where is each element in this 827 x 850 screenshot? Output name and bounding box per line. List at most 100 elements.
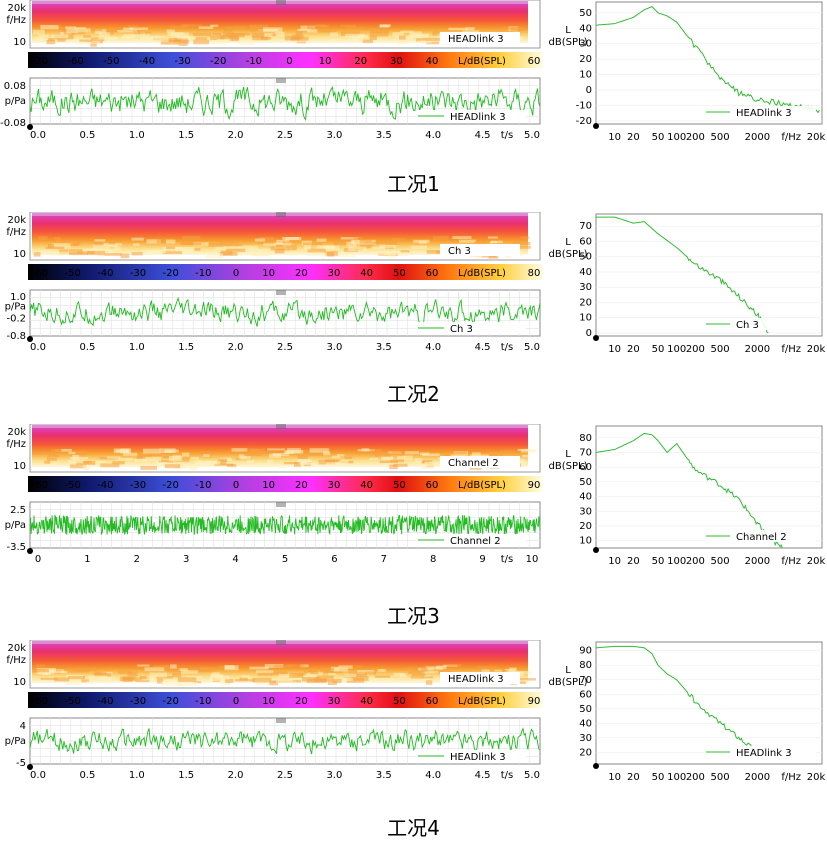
waveform-legend-box — [416, 110, 526, 122]
spectrum-xmax: 20k — [807, 556, 826, 567]
colorbar-max: 90 — [528, 696, 541, 707]
colorbar-tick: -10 — [195, 268, 211, 279]
spectrum-series — [595, 432, 783, 549]
colorbar — [28, 52, 542, 68]
spectrum-frame — [595, 641, 823, 765]
panel-4: 20k f/Hz 10 HEADlink 3 -60 -50 -40 -30 -20 -10 0 10… — [0, 639, 827, 800]
colorbar-tick: -50 — [103, 56, 119, 67]
colorbar-tick: -20 — [210, 56, 226, 67]
waveform-ylabel: p/Pa — [5, 520, 26, 531]
spectrum-ytick: 10 — [579, 313, 592, 324]
spectrum-xmax: 20k — [807, 132, 826, 143]
spectrum-xtick: 500 — [711, 556, 730, 567]
colorbar-tick: -70 — [32, 56, 48, 67]
spectrum-xtick: 2000 — [745, 132, 770, 143]
colorbar-tick: -30 — [130, 268, 146, 279]
waveform-xtick: 6 — [331, 554, 337, 565]
waveform-xtick: 1 — [84, 554, 90, 565]
spectrum-xtick: 20 — [627, 772, 640, 783]
spectrum-ytick: 40 — [579, 23, 592, 34]
waveform-ylabel: p/Pa — [5, 96, 26, 107]
colorbar-tick: 10 — [319, 56, 332, 67]
spectrogram-legend-box — [440, 32, 520, 44]
spectrogram-legend: Ch 3 — [448, 246, 471, 257]
spectrum-xlabel: f/Hz — [781, 132, 801, 143]
spectrogram-legend-box — [440, 672, 520, 684]
waveform-ytick: 4 — [20, 721, 26, 732]
waveform-ylabel: p/Pa — [5, 736, 26, 747]
waveform-xtick: 0 — [35, 554, 41, 565]
spectrum-legend: HEADlink 3 — [736, 108, 792, 119]
spectrum-xtick: 100 — [667, 772, 686, 783]
spectrogram-ytick: 10 — [13, 461, 26, 472]
waveform-xtick: 3 — [183, 554, 189, 565]
spectrum-ytick: 40 — [579, 492, 592, 503]
colorbar-tick: -40 — [139, 56, 155, 67]
waveform-ytick: -0.2 — [6, 314, 26, 325]
spectrum-series — [596, 216, 769, 334]
spectrogram-ytick: 20k — [7, 427, 26, 438]
spectrogram-ytick: 20k — [7, 3, 26, 14]
colorbar-tick: 30 — [390, 56, 403, 67]
spectrogram-ylabel: f/Hz — [6, 655, 26, 666]
colorbar-tick: -60 — [32, 696, 48, 707]
colorbar-tick: 20 — [295, 268, 308, 279]
colorbar-tick: -50 — [64, 268, 80, 279]
spectrum-xtick: 10 — [608, 132, 621, 143]
spectrum-xtick: 50 — [652, 132, 665, 143]
spectrum-legend: HEADlink 3 — [736, 748, 792, 759]
waveform-xtick: 3.0 — [326, 770, 342, 781]
colorbar-tick: -30 — [130, 480, 146, 491]
spectrogram-legend-box — [440, 456, 520, 468]
spectrogram-ytick: 10 — [13, 249, 26, 260]
colorbar-tick: -10 — [195, 480, 211, 491]
spectrum-series — [595, 645, 758, 753]
spectrum-xtick: 2000 — [745, 344, 770, 355]
colorbar-tick: -60 — [32, 268, 48, 279]
colorbar-label: L/dB(SPL) — [458, 268, 506, 279]
spectrum-ytick: 20 — [579, 521, 592, 532]
spectrum-xtick: 200 — [686, 132, 705, 143]
colorbar-tick: -20 — [162, 268, 178, 279]
spectrum-ytick: 70 — [579, 675, 592, 686]
spectrum-legend-box — [704, 530, 816, 542]
spectrum-xtick: 10 — [608, 556, 621, 567]
waveform-xmax: 10 — [526, 554, 539, 565]
spectrum-ytick: 10 — [579, 536, 592, 547]
panel-1: 20k f/Hz 10 HEADlink 3 -70 -60 -50 -40 -30 -20 -10… — [0, 0, 827, 160]
spectrum-ytick: 80 — [579, 660, 592, 671]
spectrum-ytick: 30 — [579, 39, 592, 50]
waveform-legend-box — [416, 750, 526, 762]
colorbar-tick: -50 — [64, 696, 80, 707]
panel-caption: 工况4 — [387, 816, 440, 840]
spectrum-xtick: 20 — [627, 132, 640, 143]
colorbar-max: 80 — [528, 268, 541, 279]
spectrum-ytick: 0 — [586, 328, 592, 339]
spectrum-ytick: 20 — [579, 297, 592, 308]
spectrum-xlabel: f/Hz — [781, 772, 801, 783]
spectrum-ylabel: dB(SPL) — [549, 37, 588, 48]
spectrum-ylabel-top: L — [565, 25, 571, 36]
spectrum-ytick: 10 — [579, 70, 592, 81]
colorbar-tick: 20 — [354, 56, 367, 67]
colorbar-tick: 0 — [233, 696, 239, 707]
colorbar-tick: 0 — [233, 480, 239, 491]
spectrum-ytick: 50 — [579, 252, 592, 263]
colorbar-tick: 20 — [295, 696, 308, 707]
waveform-xtick: 1.0 — [129, 770, 145, 781]
waveform-xtick: 8 — [430, 554, 436, 565]
waveform-xtick: 4.0 — [425, 770, 441, 781]
waveform-series — [29, 727, 541, 755]
waveform-xtick: 0.0 — [30, 130, 46, 141]
colorbar-tick: -10 — [195, 696, 211, 707]
colorbar-tick: -30 — [174, 56, 190, 67]
axis-origin-dot — [27, 548, 33, 554]
waveform-series — [29, 514, 541, 536]
waveform-xtick: 5 — [282, 554, 288, 565]
waveform-xmax: 5.0 — [524, 130, 540, 141]
spectrum-ylabel-top: L — [565, 449, 571, 460]
spectrum-series — [595, 5, 820, 114]
spectrum-xtick: 200 — [686, 556, 705, 567]
spectrum-ytick: 0 — [586, 85, 592, 96]
waveform-xtick: 9 — [479, 554, 485, 565]
